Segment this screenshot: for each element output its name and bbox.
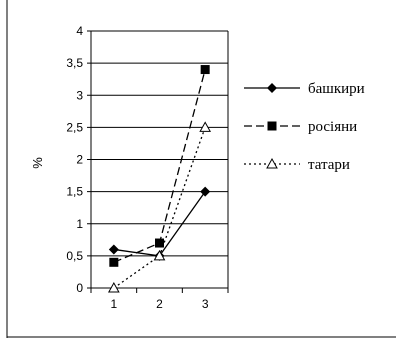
x-tick-labels: 1 2 3 xyxy=(110,297,208,311)
x-tick-label: 2 xyxy=(156,297,163,311)
data-point xyxy=(108,244,119,255)
legend-entry: татари xyxy=(244,157,350,173)
data-point xyxy=(200,65,210,75)
legend-label: татари xyxy=(308,157,350,173)
data-point xyxy=(107,281,120,293)
legend-marker xyxy=(267,83,277,93)
y-tick-label: 3 xyxy=(76,88,83,102)
data-point xyxy=(199,121,212,132)
y-tick-label: 0 xyxy=(76,281,83,295)
data-point xyxy=(153,249,166,261)
y-tick-label: 1 xyxy=(76,217,83,231)
legend: башкири росіяни татари xyxy=(244,81,365,173)
data-point xyxy=(155,238,164,248)
y-tick-labels: 0 0,5 1 1,5 2 2,5 3 3,5 4 xyxy=(66,24,83,295)
legend-marker xyxy=(267,121,277,131)
y-axis-label: % xyxy=(30,157,45,169)
legend-entry: росіяни xyxy=(244,119,357,135)
legend-label: росіяни xyxy=(308,119,357,135)
series-line xyxy=(113,127,206,289)
data-point xyxy=(200,186,211,197)
x-tick-label: 1 xyxy=(110,297,117,311)
y-tick-label: 2 xyxy=(76,153,83,167)
data-point xyxy=(109,257,119,267)
gridlines xyxy=(91,30,228,257)
series xyxy=(107,65,212,293)
y-tick-label: 4 xyxy=(76,24,83,38)
y-tick-label: 2,5 xyxy=(66,120,83,134)
legend-label: башкири xyxy=(308,81,365,97)
y-tick-label: 3,5 xyxy=(66,56,83,70)
y-tick-label: 1,5 xyxy=(66,185,83,199)
x-tick-label: 3 xyxy=(202,297,209,311)
y-tick-label: 0,5 xyxy=(66,249,83,263)
legend-entry: башкири xyxy=(244,81,365,97)
series-dotted xyxy=(107,121,212,293)
series-dashed xyxy=(109,65,210,267)
legend-marker xyxy=(266,157,278,169)
